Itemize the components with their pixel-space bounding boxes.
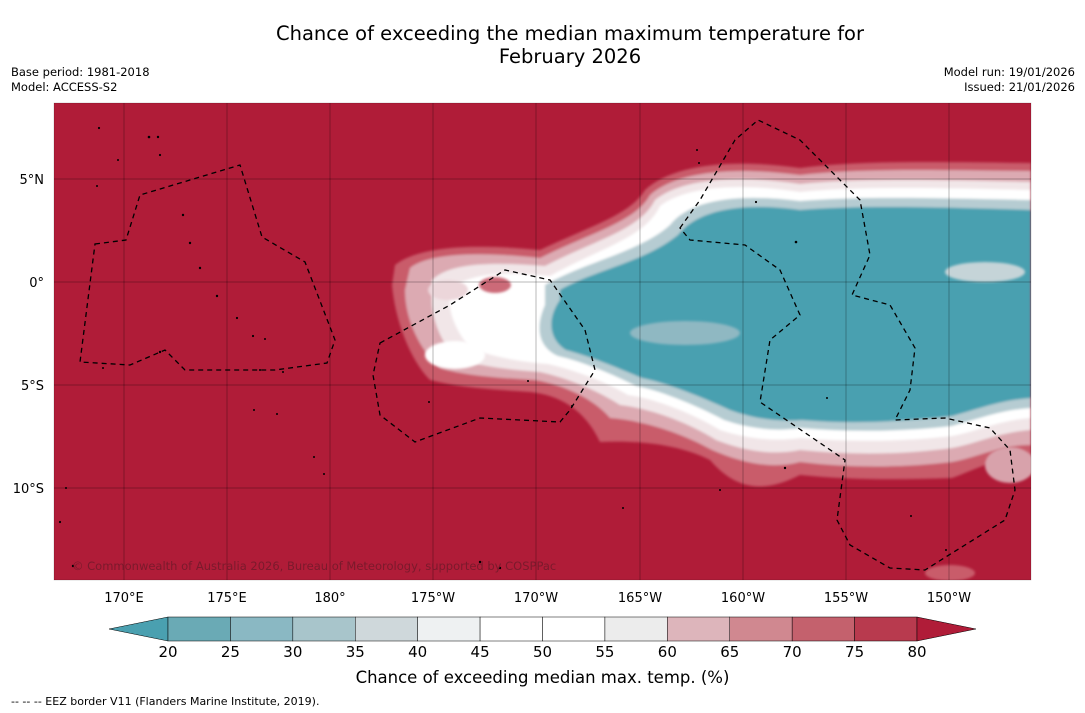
lon-label-175w: 175°W (411, 591, 455, 606)
colorbar-tick-label: 30 (283, 643, 303, 661)
anomaly-band-25 (551, 206, 1031, 423)
eez-border-kiribati-phoenix (372, 269, 596, 443)
meta-left: Base period: 1981-2018 Model: ACCESS-S2 (11, 65, 150, 95)
eez-legend: -- -- -- EEZ border V11 (Flanders Marine… (11, 695, 320, 708)
colorbar-tick-label: 60 (657, 643, 677, 661)
colorbar-segment (167, 616, 231, 642)
lat-label-5s: 5°S (21, 379, 44, 394)
lon-label-165w: 165°W (618, 591, 662, 606)
colorbar-tick-label: 45 (470, 643, 490, 661)
colorbar (108, 616, 977, 642)
pale-patch-1 (425, 341, 485, 369)
eez-borders (79, 119, 1016, 571)
colorbar-tick-label: 75 (845, 643, 865, 661)
colorbar-tick-label: 80 (907, 643, 927, 661)
lon-label-155w: 155°W (824, 591, 868, 606)
lon-label-180: 180° (314, 591, 345, 606)
colorbar-segment (230, 616, 294, 642)
longitude-labels: 170°E 175°E 180° 175°W 170°W 165°W 160°W… (104, 591, 971, 606)
lon-label-175e: 175°E (207, 591, 247, 606)
lon-label-170w: 170°W (514, 591, 558, 606)
lon-label-160w: 160°W (721, 591, 765, 606)
eez-border-kiribati-line (679, 119, 1016, 571)
map-frame (53, 102, 1032, 581)
map-plot: © Commonwealth of Australia 2026, Bureau… (54, 103, 1031, 580)
lat-label-10s: 10°S (13, 482, 44, 497)
colorbar-tick-label: 50 (532, 643, 553, 661)
colorbar-segment (417, 616, 481, 642)
graticule (54, 103, 1031, 580)
colorbar-segment (292, 616, 356, 642)
colorbar-segment (729, 616, 793, 642)
colorbar-arrow-low (108, 616, 169, 642)
colorbar-segment (479, 616, 543, 642)
red-patch-1 (479, 277, 511, 293)
model-name: Model: ACCESS-S2 (11, 80, 118, 94)
colorbar-tick-label: 65 (720, 643, 740, 661)
meta-right: Model run: 19/01/2026 Issued: 21/01/2026 (944, 65, 1075, 95)
blue-patch-1 (630, 321, 740, 345)
map-title-line-2: February 2026 (498, 45, 642, 68)
pale-patch-2 (466, 306, 514, 330)
colorbar-tick-label: 35 (345, 643, 365, 661)
colorbar-tick-label: 25 (220, 643, 240, 661)
latitude-labels: 5°N 0° 5°S 10°S (13, 173, 44, 497)
colorbar-tick-label: 40 (408, 643, 428, 661)
colorbar-segment (542, 616, 606, 642)
copyright-text: © Commonwealth of Australia 2026, Bureau… (72, 559, 556, 573)
pink-patch-1 (985, 447, 1031, 483)
colorbar-segment (667, 616, 730, 642)
pale-patches (425, 262, 1031, 580)
colorbar-tick-label: 70 (782, 643, 802, 661)
blue-patch-2 (945, 262, 1025, 282)
colorbar-segment (604, 616, 668, 642)
colorbar-segment (355, 616, 418, 642)
lat-label-5n: 5°N (20, 173, 45, 188)
colorbar-arrow-high (916, 616, 977, 642)
islands (58, 126, 947, 570)
base-period: Base period: 1981-2018 (11, 65, 150, 79)
pink-patch-2 (925, 565, 975, 580)
map-title-line-1: Chance of exceeding the median maximum t… (275, 22, 865, 45)
issued-date: Issued: 21/01/2026 (964, 80, 1075, 94)
colorbar-tick-label: 55 (595, 643, 615, 661)
colorbar-tick-label: 20 (158, 643, 178, 661)
colorbar-label: Chance of exceeding median max. temp. (%… (355, 668, 730, 687)
colorbar-segment (854, 616, 918, 642)
lon-label-150w: 150°W (927, 591, 971, 606)
lon-label-170e: 170°E (104, 591, 144, 606)
colorbar-segment (791, 616, 855, 642)
model-run: Model run: 19/01/2026 (943, 65, 1075, 79)
pale-patch-3 (428, 280, 468, 300)
lat-label-0: 0° (29, 276, 44, 291)
